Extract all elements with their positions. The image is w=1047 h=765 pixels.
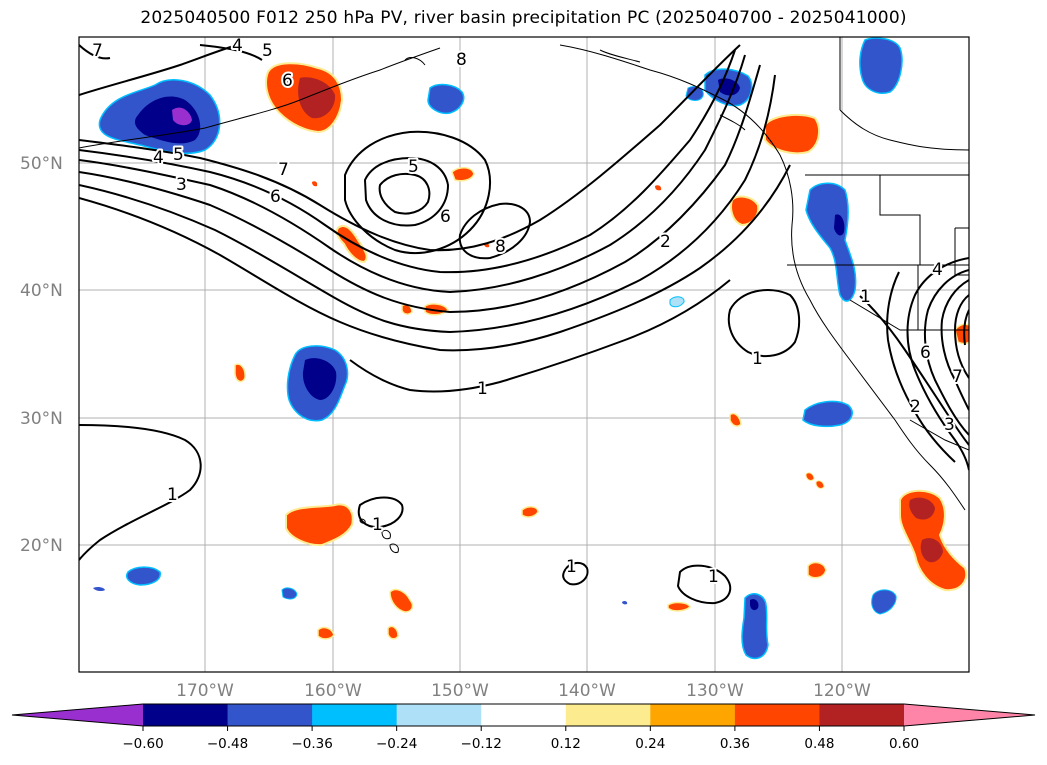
colorbar-segment [650,704,736,726]
colorbar-tick-label: −0.48 [207,736,248,752]
borders [787,37,969,451]
map-title: 2025040500 F012 250 hPa PV, river basin … [140,8,907,28]
colorbar-segment [565,704,651,726]
contour-label-5: 5 [173,145,184,165]
colorbar-segment [143,704,229,726]
colorbar-tick-label: −0.24 [376,736,417,752]
colorbar-segment [396,704,482,726]
contour-label-4: 4 [232,36,243,56]
pv-contours [79,43,969,605]
contour-label-5: 5 [408,157,419,177]
contour-label-8: 8 [495,237,506,257]
contour-label-5: 5 [262,41,273,61]
contour-label-1: 1 [167,485,178,505]
colorbar-segment [227,704,313,726]
lon-label: 160°W [304,681,362,701]
colorbar-extend-max [904,704,1035,726]
contour-label-3: 3 [176,175,187,195]
lat-label: 50°N [20,154,63,174]
colorbar-segment [312,704,398,726]
contour-label-6: 6 [270,187,281,207]
colorbar-tick-label: 0.48 [804,736,834,752]
lon-label: 170°W [176,681,234,701]
colorbar-extend-min [12,704,143,726]
contour-label-6: 6 [920,343,931,363]
colorbar-tick-label: −0.36 [291,736,332,752]
coastlines [79,44,969,553]
contour-label-1: 1 [708,567,719,587]
colorbar-tick-label: 0.60 [889,736,919,752]
colorbar-tick-label: 0.36 [720,736,750,752]
lat-label: 30°N [20,409,63,429]
colorbar-tick-label: −0.12 [461,736,502,752]
contour-label-1: 1 [752,349,763,369]
colorbar-tick-label: 0.24 [635,736,665,752]
contour-label-6: 6 [282,71,293,91]
lon-label: 150°W [431,681,489,701]
lat-label: 20°N [20,536,63,556]
colorbar-tick-label: 0.12 [551,736,581,752]
contour-label-1: 1 [566,557,577,577]
contour-label-2: 2 [910,397,921,417]
colorbar-segment [819,704,905,726]
lon-label: 130°W [686,681,744,701]
contour-label-7: 7 [92,41,103,61]
contour-label-4: 4 [932,260,943,280]
latitude-labels: 50°N 40°N 30°N 20°N [20,154,63,556]
contour-label-6: 6 [440,207,451,227]
positive-anomaly-regions [234,62,969,640]
contour-labels: 4 5 7 6 5 4 3 7 6 5 6 8 2 1 1 1 1 1 1 1 … [90,34,965,589]
contour-label-4: 4 [153,148,164,168]
colorbar: −0.60 −0.48 −0.36 −0.24 −0.12 0.12 0.24 0.36 0.4… [11,703,1036,752]
contour-label-7: 7 [278,160,289,180]
colorbar-tick-label: −0.60 [122,736,163,752]
colorbar-segment [734,704,820,726]
contour-label-1: 1 [477,379,488,399]
longitude-labels: 170°W 160°W 150°W 140°W 130°W 120°W [176,681,871,701]
contour-label-3: 3 [944,415,955,435]
contour-label-8: 8 [456,50,467,70]
map-frame [78,36,970,673]
lon-label: 120°W [813,681,871,701]
lat-label: 40°N [20,281,63,301]
colorbar-segment [481,704,567,726]
contour-label-1: 1 [372,515,383,535]
lon-label: 140°W [558,681,616,701]
contour-label-2: 2 [660,232,671,252]
contour-label-1: 1 [860,287,871,307]
contour-label-7: 7 [952,367,963,387]
